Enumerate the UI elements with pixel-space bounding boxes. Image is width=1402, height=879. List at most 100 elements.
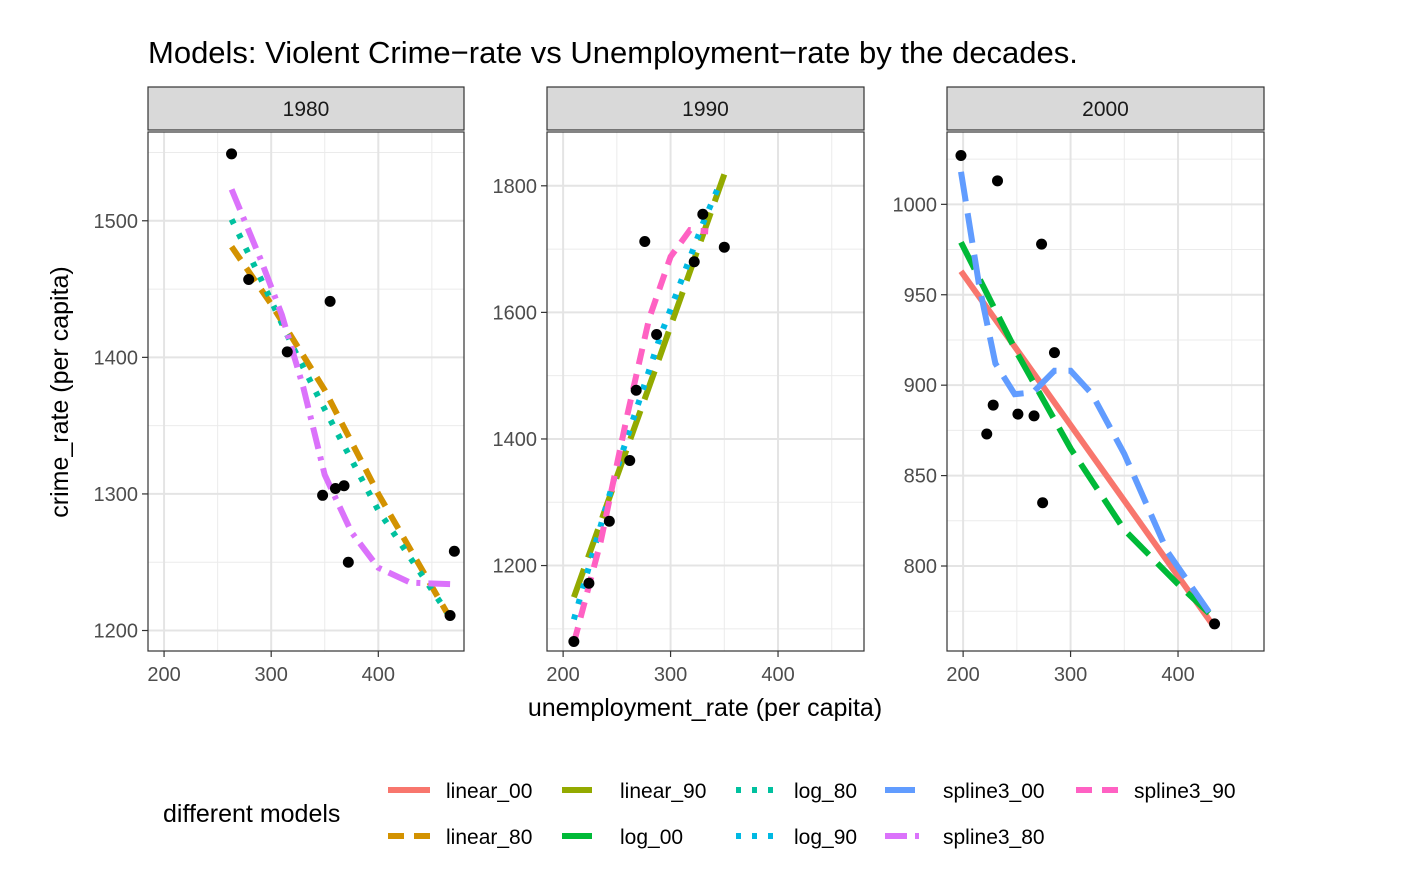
data-point (583, 577, 595, 589)
data-points (226, 148, 460, 621)
data-point (981, 428, 993, 440)
grid-lines (547, 132, 864, 651)
data-point (955, 150, 967, 162)
model-line-log_00 (958, 240, 1217, 621)
y-tick-label: 950 (904, 285, 937, 307)
model-line-spline3_80 (228, 188, 451, 588)
x-tick-label: 400 (761, 664, 794, 686)
data-point (624, 454, 636, 466)
data-point (688, 256, 700, 268)
y-tick-label: 1600 (493, 302, 538, 324)
chart-title: Models: Violent Crime−rate vs Unemployme… (148, 35, 1078, 70)
data-point (651, 329, 663, 341)
x-axis-title: unemployment_rate (per capita) (528, 694, 882, 722)
legend-label: linear_80 (446, 826, 532, 849)
legend-label: log_80 (794, 780, 857, 803)
data-point (1012, 408, 1024, 420)
legend-item-spline3_90: spline3_90 (1076, 780, 1236, 803)
panel-border (546, 131, 865, 652)
model-line-spline3_00 (958, 171, 1218, 622)
data-point (568, 636, 580, 648)
legend-label: linear_00 (446, 780, 532, 803)
legend-label: log_90 (794, 826, 857, 849)
model-lines (228, 188, 453, 620)
x-tick-label: 300 (254, 664, 287, 686)
data-point (243, 274, 255, 286)
data-point (603, 515, 615, 527)
legend-item-spline3_00: spline3_00 (885, 780, 1045, 803)
legend-label: spline3_90 (1134, 780, 1236, 803)
legend-item-linear_00: linear_00 (388, 780, 532, 803)
data-point (1036, 238, 1048, 250)
x-tick-label: 200 (946, 664, 979, 686)
data-point (718, 241, 730, 253)
facet-strip-label: 1990 (682, 98, 729, 121)
facet-strip-label: 2000 (1082, 98, 1129, 121)
data-point (992, 175, 1004, 187)
legend-item-log_80: log_80 (736, 780, 857, 803)
data-point (444, 609, 456, 621)
legend-item-linear_80: linear_80 (388, 826, 532, 849)
y-tick-label: 900 (904, 375, 937, 397)
plot-background (947, 132, 1264, 651)
facet-panel-1980: 1980 1200 1300 1400 1500 200 300 400 (94, 86, 465, 686)
model-line-linear_90 (571, 173, 728, 599)
legend-item-spline3_80: spline3_80 (885, 826, 1045, 849)
x-tick-label: 200 (147, 664, 180, 686)
x-tick-label: 300 (1054, 664, 1087, 686)
model-lines (958, 171, 1218, 630)
x-tick-label: 400 (362, 664, 395, 686)
y-tick-label: 1400 (493, 429, 538, 451)
y-tick-label: 800 (904, 556, 937, 578)
data-point (697, 208, 709, 220)
y-tick-label: 1200 (94, 621, 139, 643)
facet-strip-label: 1980 (283, 98, 330, 121)
data-point (226, 148, 238, 160)
x-tick-label: 300 (654, 664, 687, 686)
data-point (338, 480, 350, 492)
legend-label: spline3_80 (943, 826, 1045, 849)
data-point (987, 399, 999, 411)
data-points (568, 208, 730, 648)
data-point (317, 489, 329, 501)
panel-border (946, 131, 1265, 652)
data-point (1209, 618, 1221, 630)
data-point (1037, 497, 1049, 509)
legend-title: different models (163, 800, 340, 828)
facet-panel-2000: 2000 800 850 900 950 1000 200 300 400 (893, 86, 1265, 686)
x-tick-label: 400 (1161, 664, 1194, 686)
y-tick-label: 1800 (493, 176, 538, 198)
model-lines (570, 173, 728, 644)
y-tick-label: 1400 (94, 347, 139, 369)
data-point (329, 482, 341, 494)
data-point (1048, 347, 1060, 359)
data-point (1028, 410, 1040, 422)
facet-panel-1990: 1990 1200 1400 1600 1800 200 300 400 (493, 86, 865, 686)
model-line-spline3_90 (570, 226, 709, 644)
y-tick-label: 1200 (493, 556, 538, 578)
y-tick-label: 1500 (94, 211, 139, 233)
data-point (281, 346, 293, 358)
facet-panels: 1980 1200 1300 1400 1500 200 300 400 1990 1200 140… (94, 86, 1265, 686)
facet-strip (147, 86, 465, 131)
model-line-linear_80 (229, 244, 453, 620)
legend-label: log_00 (620, 826, 683, 849)
legend-item-log_90: log_90 (736, 826, 857, 849)
y-tick-label: 1000 (893, 194, 938, 216)
facet-strip (946, 86, 1265, 131)
model-line-log_80 (228, 218, 453, 619)
data-point (630, 384, 642, 396)
facet-strip (546, 86, 865, 131)
legend: different models linear_00 linear_80 linea… (163, 780, 1236, 849)
y-tick-label: 850 (904, 466, 937, 488)
data-point (448, 545, 460, 557)
data-point (342, 556, 354, 568)
data-point (639, 235, 651, 247)
y-axis-title: crime_rate (per capita) (46, 266, 74, 517)
y-tick-label: 1300 (94, 484, 139, 506)
data-point (324, 295, 336, 307)
legend-item-linear_90: linear_90 (562, 780, 706, 803)
legend-item-log_00: log_00 (562, 826, 683, 849)
data-points (955, 150, 1221, 630)
